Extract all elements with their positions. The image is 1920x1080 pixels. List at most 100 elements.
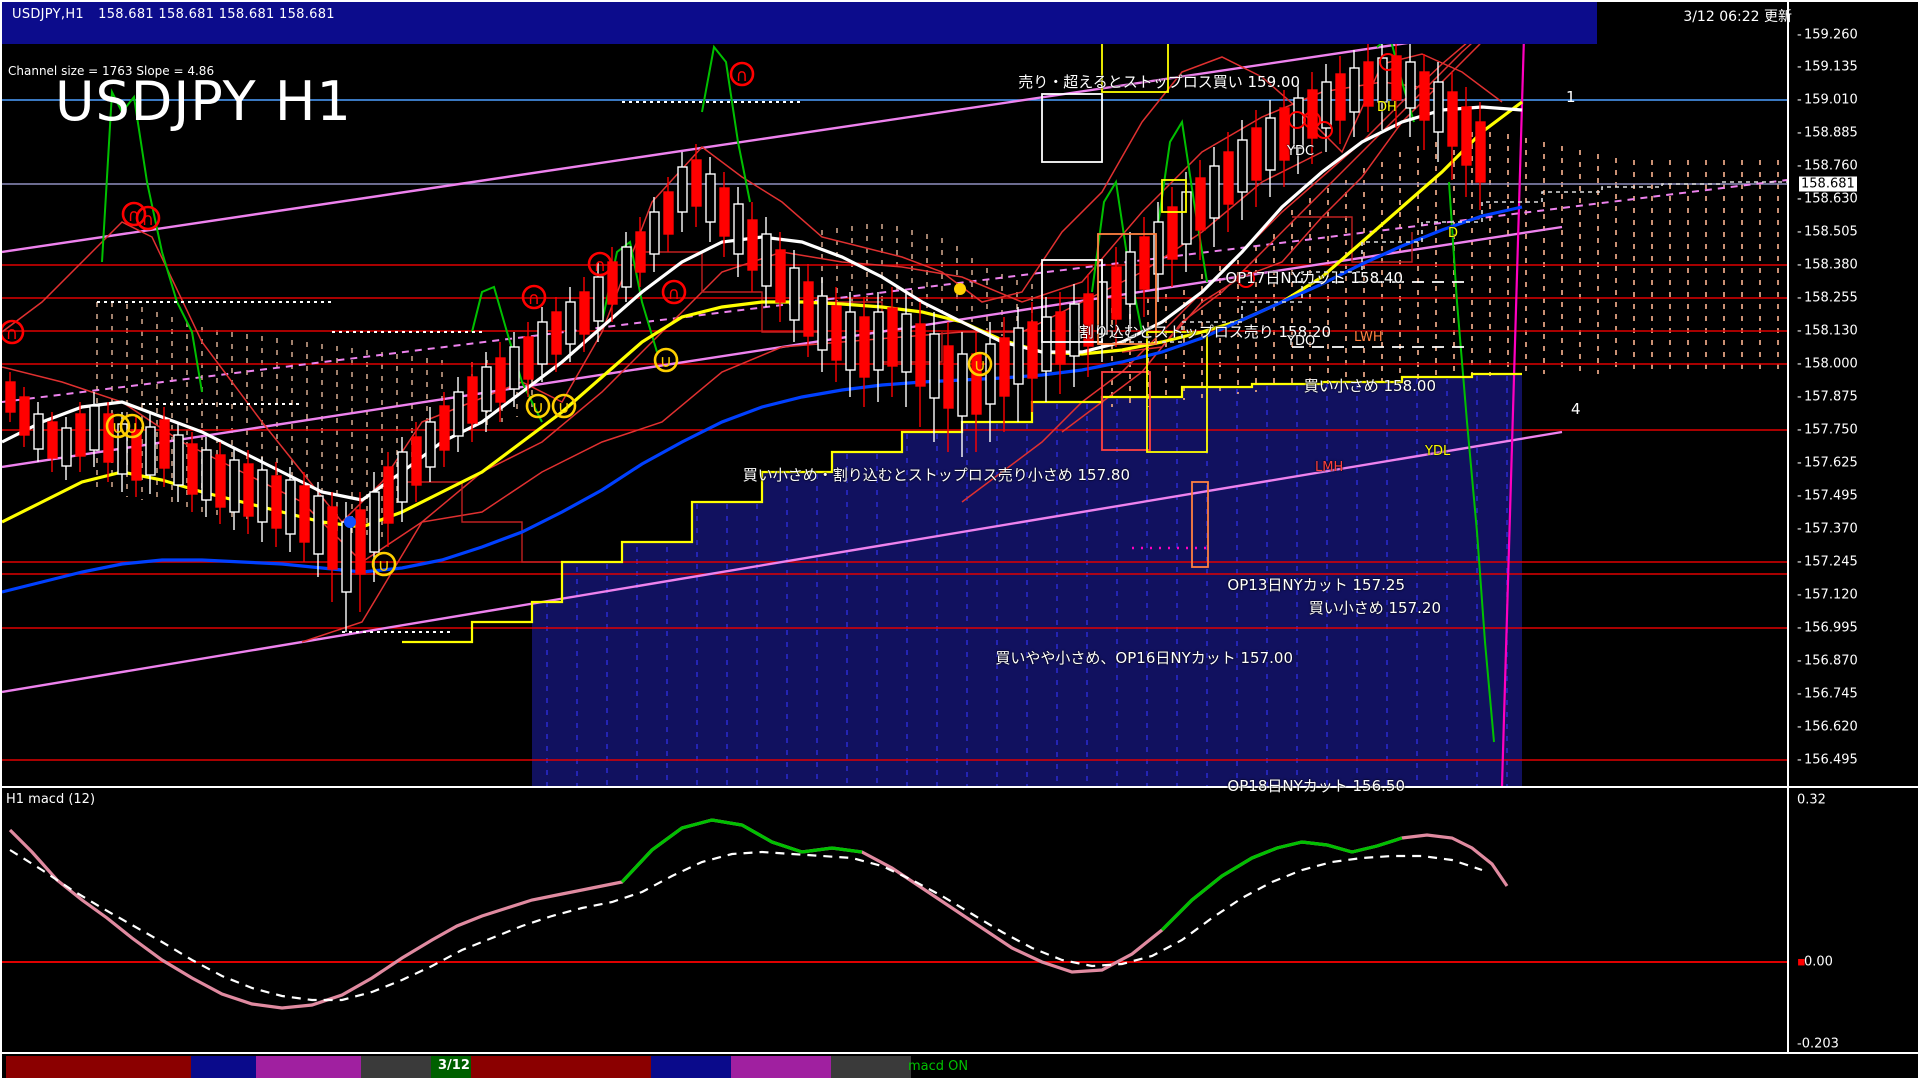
svg-text:∪: ∪ (558, 398, 570, 418)
tick-label: 157.875 (1804, 389, 1858, 405)
cloud-orange-hatch-right (1111, 132, 1779, 407)
price-chart-svg: ∩ ∩ ∩ ∩ ∩ ∩ ∩ ∪ ∪ ∪ ∪ ∪ ∪ ∪ (2, 2, 1787, 786)
sell-marker: ∩ (135, 205, 161, 231)
price-axis-tick: -158.505 (1797, 225, 1858, 240)
sell-marker: ∩ (521, 284, 547, 310)
tick-dash: - (1797, 125, 1802, 141)
tick-dash: - (1797, 27, 1802, 43)
macd-main-green-seg2 (1160, 836, 1403, 932)
small-sell-marker (1303, 111, 1321, 129)
annotation-op13-nycut-157-25[interactable]: OP13日NYカット 157.25 (1227, 576, 1405, 594)
macd-axis-zero: ▪0.00 (1797, 955, 1833, 970)
tick-dash: - (1797, 752, 1802, 768)
magenta-vertical-line (1500, 2, 1527, 786)
price-axis-tick: -159.010 (1797, 93, 1858, 108)
svg-text:∩: ∩ (6, 324, 18, 344)
tick-label: 158.000 (1804, 356, 1858, 372)
macd-axis-zero-text: 0.00 (1804, 954, 1833, 970)
trendline-number-tl-1[interactable]: 1 (1566, 88, 1576, 106)
timeline-segment[interactable] (471, 1056, 651, 1078)
tick-dash: - (1797, 356, 1802, 372)
candlesticks (5, 38, 1486, 632)
timeline-segment[interactable] (651, 1056, 731, 1078)
trendline-number-tl-4[interactable]: 4 (1571, 400, 1581, 418)
tick-dash: - (1797, 653, 1802, 669)
tick-label: 159.135 (1804, 59, 1858, 75)
timeline-segment[interactable] (731, 1056, 831, 1078)
annotation-buy-slight-op16-157-00[interactable]: 買いやや小さめ、OP16日NYカット 157.00 (995, 649, 1293, 667)
lwh-box (1097, 233, 1157, 345)
frame-statusbar-divider (0, 1052, 1920, 1054)
object-label-dh[interactable]: DH (1377, 100, 1397, 115)
tick-label: 156.995 (1804, 620, 1858, 636)
small-buy-marker (344, 516, 356, 528)
title-symbol: USDJPY,H1 (12, 7, 84, 22)
macd-signal-line (9, 849, 1483, 1002)
price-chart-pane[interactable]: ∩ ∩ ∩ ∩ ∩ ∩ ∩ ∪ ∪ ∪ ∪ ∪ ∪ ∪ (2, 2, 1787, 786)
annotation-op17-nycut-158-40[interactable]: OP17日NYカット 158.40 (1225, 269, 1403, 287)
timeline-segment[interactable] (831, 1056, 911, 1078)
timeline-segment[interactable] (256, 1056, 361, 1078)
window-title-bar: USDJPY,H1 158.681 158.681 158.681 158.68… (2, 2, 1597, 44)
tick-label: 159.260 (1804, 27, 1858, 43)
object-label-ydo[interactable]: YDO (1287, 334, 1316, 349)
timeline-status-bar[interactable]: 3/12 macd ON (2, 1056, 1918, 1078)
annotation-op18-nycut-156-50[interactable]: OP18日NYカット 156.50 (1227, 777, 1405, 795)
macd-axis-top: 0.32 (1797, 793, 1826, 808)
object-label-ydl[interactable]: YDL (1425, 444, 1451, 459)
annotation-sell-stoploss-159-00[interactable]: 売り・超えるとストップロス買い 159.00 (1018, 73, 1300, 91)
object-label-lwh[interactable]: LWH (1354, 330, 1383, 345)
svg-text:∩: ∩ (594, 256, 606, 276)
update-timestamp: 3/12 06:22 更新 (1683, 9, 1792, 25)
sell-marker: ∩ (661, 279, 687, 305)
frame-bottom (0, 1078, 1920, 1080)
tick-label: 158.760 (1804, 158, 1858, 174)
horizontal-level-lines (2, 99, 1787, 761)
macd-indicator-label: H1 macd (12) (6, 792, 96, 807)
tick-dash: - (1797, 92, 1802, 108)
tick-dash: - (1797, 422, 1802, 438)
tick-dash: - (1797, 224, 1802, 240)
tick-dash: - (1797, 488, 1802, 504)
annotation-buy-small-158-00[interactable]: 買い小さめ 158.00 (1303, 377, 1436, 395)
macd-axis[interactable]: 0.32▪0.00-0.203210000 (1789, 790, 1918, 1076)
timeline-segment[interactable] (431, 1056, 471, 1078)
annotation-buy-small-157-80[interactable]: 買い小さめ・割り込むとストップロス売り小さめ 157.80 (742, 466, 1130, 484)
buy-marker: ∪ (525, 393, 551, 419)
price-axis-tick: -158.885 (1797, 126, 1858, 141)
timeline-segment[interactable] (191, 1056, 256, 1078)
tick-dash: - (1797, 719, 1802, 735)
tick-label: 158.380 (1804, 257, 1858, 273)
timeline-segment[interactable] (361, 1056, 431, 1078)
svg-text:∪: ∪ (378, 556, 390, 576)
timeline-segment[interactable] (911, 1056, 1914, 1078)
tick-label: 159.010 (1804, 92, 1858, 108)
tick-dash: - (1797, 59, 1802, 75)
channel-info-label: Channel size = 1763 Slope = 4.86 (8, 64, 215, 78)
object-label-ydc[interactable]: YDC (1287, 144, 1315, 159)
price-axis-tick: -156.620 (1797, 720, 1858, 735)
tick-label: 156.495 (1804, 752, 1858, 768)
macd-chart-pane[interactable] (2, 790, 1787, 1052)
ydc-box (1041, 93, 1103, 163)
annotation-buy-small-157-20[interactable]: 買い小さめ 157.20 (1308, 599, 1441, 617)
macd-on-flag: macd ON (908, 1059, 969, 1074)
annotation-break-stoploss-158-20[interactable]: 割り込むとストップロス売り 158.20 (1078, 323, 1331, 341)
tick-label: 158.505 (1804, 224, 1858, 240)
svg-text:∪: ∪ (974, 356, 986, 376)
price-axis-tick: -157.120 (1797, 588, 1858, 603)
ydl-box (1146, 331, 1208, 453)
buy-marker: ∪ (119, 413, 145, 439)
timeline-date-label: 3/12 (438, 1058, 470, 1073)
tick-label: 156.745 (1804, 686, 1858, 702)
price-axis-tick: -156.870 (1797, 654, 1858, 669)
svg-text:∪: ∪ (126, 418, 138, 438)
object-label-lmh[interactable]: LMH (1315, 460, 1344, 475)
white-dotted-right-stair (1122, 181, 1787, 343)
object-label-d-mid[interactable]: D (1448, 226, 1459, 241)
price-axis[interactable]: -159.260-159.135-159.010-158.885-158.760… (1789, 2, 1918, 786)
timeline-segment[interactable] (6, 1056, 191, 1078)
ichimoku-kijun-yellow-step (402, 372, 1522, 644)
tick-dash: - (1797, 455, 1802, 471)
